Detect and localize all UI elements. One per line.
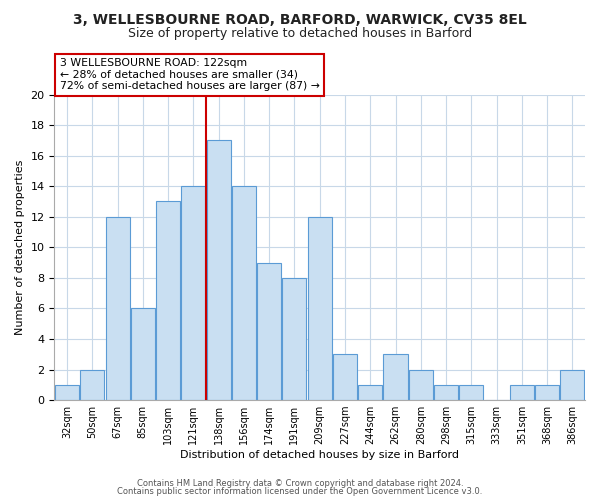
Bar — [55, 385, 79, 400]
Bar — [510, 385, 534, 400]
Text: 3 WELLESBOURNE ROAD: 122sqm
← 28% of detached houses are smaller (34)
72% of sem: 3 WELLESBOURNE ROAD: 122sqm ← 28% of det… — [60, 58, 320, 92]
Bar — [409, 370, 433, 400]
Bar — [333, 354, 357, 400]
Bar — [358, 385, 382, 400]
Bar — [156, 202, 180, 400]
Bar — [106, 217, 130, 400]
Bar — [308, 217, 332, 400]
Bar — [80, 370, 104, 400]
Text: Contains public sector information licensed under the Open Government Licence v3: Contains public sector information licen… — [118, 487, 482, 496]
Bar — [232, 186, 256, 400]
Text: 3, WELLESBOURNE ROAD, BARFORD, WARWICK, CV35 8EL: 3, WELLESBOURNE ROAD, BARFORD, WARWICK, … — [73, 12, 527, 26]
Bar — [434, 385, 458, 400]
Bar — [283, 278, 307, 400]
Bar — [560, 370, 584, 400]
Bar — [206, 140, 230, 400]
Bar — [257, 262, 281, 400]
Text: Contains HM Land Registry data © Crown copyright and database right 2024.: Contains HM Land Registry data © Crown c… — [137, 478, 463, 488]
X-axis label: Distribution of detached houses by size in Barford: Distribution of detached houses by size … — [180, 450, 459, 460]
Bar — [535, 385, 559, 400]
Bar — [181, 186, 205, 400]
Y-axis label: Number of detached properties: Number of detached properties — [15, 160, 25, 335]
Bar — [131, 308, 155, 400]
Bar — [383, 354, 407, 400]
Bar — [459, 385, 484, 400]
Text: Size of property relative to detached houses in Barford: Size of property relative to detached ho… — [128, 28, 472, 40]
